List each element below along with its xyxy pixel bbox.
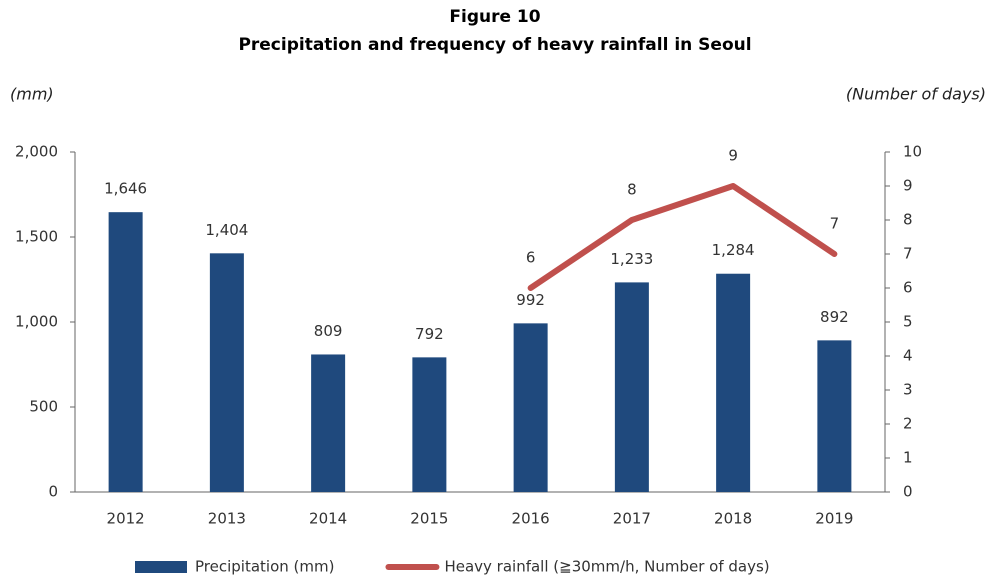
bar [513,323,548,492]
legend-label: Heavy rainfall (≧30mm/h, Number of days) [444,558,769,576]
bar-value-label: 1,284 [712,241,755,259]
y-axis-label: (mm) [10,85,54,104]
y2-tick-label: 4 [903,347,913,365]
line-value-label: 7 [830,215,840,233]
chart-title: Figure 10 [449,7,540,27]
bar [614,282,649,492]
x-tick-label: 2017 [613,510,651,528]
bar [716,273,751,492]
y2-tick-label: 9 [903,177,913,195]
bar [311,354,346,492]
x-tick-label: 2015 [410,510,448,528]
x-tick-label: 2012 [107,510,145,528]
y2-tick-label: 6 [903,279,913,297]
bar [412,357,447,492]
bar-value-label: 1,404 [205,221,248,239]
bar [209,253,244,492]
y-tick-label: 2,000 [15,143,58,161]
y2-tick-label: 0 [903,483,913,501]
line [527,183,838,291]
bar-value-label: 792 [415,325,444,343]
y2-tick-label: 7 [903,245,913,263]
x-tick-label: 2013 [208,510,246,528]
bar-value-label: 1,233 [610,250,653,268]
x-tick-label: 2019 [815,510,853,528]
x-tick-label: 2016 [512,510,550,528]
y-tick-label: 1,500 [15,228,58,246]
y2-tick-label: 2 [903,415,913,433]
line-value-label: 6 [526,249,536,267]
chart-subtitle: Precipitation and frequency of heavy rai… [238,35,751,55]
bar [817,340,852,492]
legend-label: Precipitation (mm) [195,558,334,576]
y-tick-label: 500 [29,398,58,416]
bar-value-label: 809 [314,322,343,340]
legend-swatch [135,561,187,573]
bar-value-label: 892 [820,308,849,326]
bar-value-label: 1,646 [104,180,147,198]
bar-value-label: 992 [516,291,545,309]
bar [108,212,143,492]
y-tick-label: 1,000 [15,313,58,331]
y2-axis-label: (Number of days) [846,85,986,104]
y-tick-label: 0 [48,483,58,501]
y2-tick-label: 5 [903,313,913,331]
x-tick-label: 2014 [309,510,347,528]
line-value-label: 9 [728,147,738,165]
y2-tick-label: 3 [903,381,913,399]
line-value-label: 8 [627,181,637,199]
y2-tick-label: 1 [903,449,913,467]
x-tick-label: 2018 [714,510,752,528]
y2-tick-label: 8 [903,211,913,229]
y2-tick-label: 10 [903,143,922,161]
